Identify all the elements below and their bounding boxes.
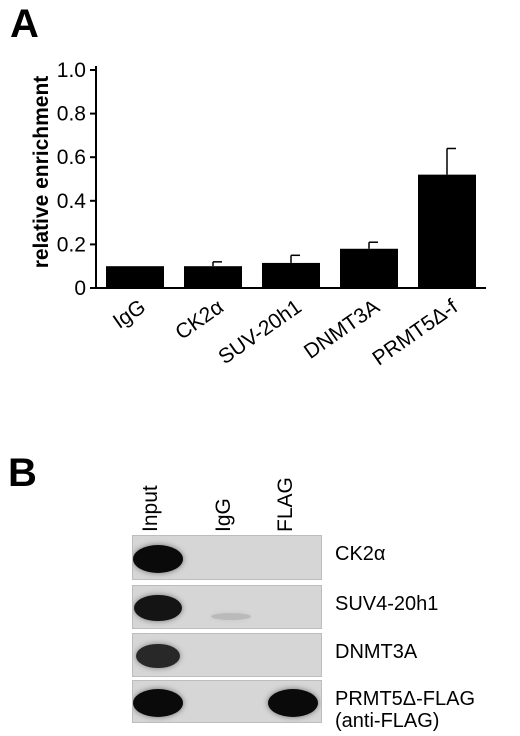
y-tick-label: 0.8: [57, 103, 86, 126]
y-tick-label: 1.0: [57, 59, 86, 82]
blot-row-label: DNMT3A: [335, 641, 418, 663]
protein-band: [211, 612, 251, 620]
y-tick-label: 0.4: [57, 190, 87, 213]
blot-strip: [132, 585, 322, 629]
blot-row-label: PRMT5Δ-FLAG: [335, 688, 476, 710]
lane-label: IgG: [212, 498, 235, 532]
protein-band: [136, 643, 180, 669]
y-tick-label: 0.2: [57, 233, 86, 256]
blot-strip: [132, 680, 322, 723]
y-tick-label: 0.6: [57, 146, 86, 169]
bars: [106, 147, 476, 288]
x-tick-label: CK2α: [171, 295, 228, 344]
y-tick-label: 0: [74, 277, 86, 300]
blot-strip: [132, 633, 322, 677]
x-tick-label: IgG: [109, 295, 150, 333]
panel-letter-a: A: [10, 2, 39, 46]
blot-row-sublabel: (anti-FLAG): [335, 710, 440, 732]
panel-letter-b: B: [8, 451, 37, 495]
bar-chart: relative enrichment 0 0.2 0.4 0.6 0.8 1.0 IgG…: [30, 59, 486, 370]
x-tick-label: PRMT5Δ-f: [368, 295, 462, 370]
y-ticks: 0 0.2 0.4 0.6 0.8 1.0: [57, 59, 96, 300]
bar: [418, 174, 476, 288]
blot-row-label: CK2α: [335, 543, 386, 565]
blot-strip: [132, 535, 322, 580]
protein-band: [133, 544, 183, 573]
blot-row-label: SUV4-20h1: [335, 593, 439, 615]
y-axis-label: relative enrichment: [30, 76, 53, 269]
lane-label: Input: [139, 485, 162, 532]
protein-band: [133, 688, 183, 717]
protein-band: [268, 688, 318, 717]
bar: [340, 248, 398, 288]
x-tick-label: SUV-20h1: [214, 295, 306, 369]
bar: [184, 266, 242, 288]
lane-label: FLAG: [274, 477, 297, 532]
protein-band: [134, 594, 182, 622]
bar: [262, 262, 320, 288]
bar: [106, 266, 164, 288]
